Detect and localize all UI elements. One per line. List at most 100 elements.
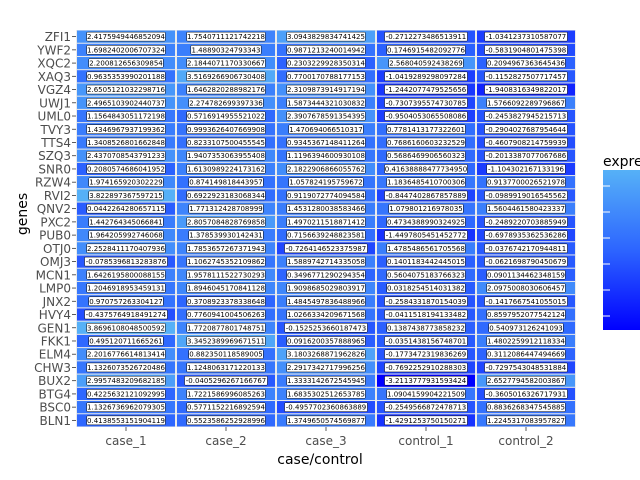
cell-value-box <box>386 243 466 254</box>
cell-value-text: 0.495120711665261 <box>89 337 162 345</box>
y-tick-label: JNX2 <box>42 295 71 309</box>
cell-value-label: 1.079801216978035 <box>388 203 464 214</box>
cell-value-box <box>386 45 466 55</box>
cell-value-label: 1.7540711121742218 <box>186 31 266 42</box>
cell-value-label: 2.4965103902440737 <box>86 98 166 108</box>
cell-value-text: -0.0405296267166767 <box>186 377 266 385</box>
cell-value-label: 1.4970211518871412 <box>286 217 366 227</box>
cell-value-box <box>384 98 468 108</box>
y-tick-label: XAQ3 <box>38 70 71 84</box>
cell-value-label: -0.0989919016545562 <box>484 190 568 201</box>
cell-value-box <box>384 402 468 412</box>
cell-value-box <box>386 323 466 333</box>
cell-value-text: 1.9098685029803917 <box>287 285 365 293</box>
cell-value-label: -1.4291253750150271 <box>384 415 468 426</box>
y-tick-label: CHW3 <box>34 361 71 375</box>
cell-value-text: -0.6978935362536286 <box>486 232 567 240</box>
cell-value-label: 2.568040592438269 <box>388 58 464 68</box>
cell-value-text: 2.1844071170330667 <box>187 60 265 68</box>
cell-value-box <box>286 164 366 174</box>
cell-value-box <box>186 362 266 373</box>
cell-value-box <box>186 217 266 227</box>
cell-value-text: -0.1525253660187473 <box>286 324 366 332</box>
cell-value-text: 0.5686469906560323 <box>387 152 465 160</box>
cell-value-text: 3.0943829834741425 <box>287 33 365 41</box>
cell-value-text: 0.970757263304127 <box>89 298 162 306</box>
cell-value-text: 2.0975008030606457 <box>487 285 565 293</box>
cell-value-label: -0.7307395574730785 <box>384 98 468 108</box>
cell-value-label: 1.5604461580423337 <box>486 203 566 214</box>
cell-value-label: 1.4531280038583466 <box>286 203 366 214</box>
cell-value-label: 1.6130989224173162 <box>186 164 266 174</box>
cell-value-text: 3.8696108048500592 <box>87 324 165 332</box>
cell-value-box <box>86 415 166 426</box>
cell-value-text: 0.7156639248823581 <box>287 232 365 240</box>
cell-value-label: 0.6922923183068344 <box>186 190 266 201</box>
cell-value-label: -0.9504053065508086 <box>384 111 468 121</box>
cell-value-text: 1.2245317083957827 <box>487 417 565 425</box>
cell-value-text: 0.0901134462348159 <box>487 271 565 279</box>
cell-value-label: 0.1387438773858232 <box>386 323 466 333</box>
cell-value-text: 0.7760941004506263 <box>187 311 265 319</box>
cell-value-text: -0.0411518194133482 <box>386 311 466 319</box>
cell-value-label: 2.1822906866055762 <box>286 164 366 174</box>
cell-value-text: 1.079801216978035 <box>389 205 462 213</box>
cell-value-text: 1.470694066510317 <box>289 126 362 134</box>
cell-value-text: 2.2917342717996256 <box>287 364 365 372</box>
cell-value-box <box>86 45 166 55</box>
cell-value-label: 0.3496771290294354 <box>286 270 366 280</box>
cell-value-text: -1.0419289298097284 <box>386 73 467 81</box>
cell-value-label: 1.378539930142431 <box>188 230 264 240</box>
cell-value-label: 1.1564843051172198 <box>86 111 166 121</box>
y-tick-label: VGZ4 <box>38 83 71 97</box>
cell-value-text: 1.378539930142431 <box>189 232 262 240</box>
cell-value-label: 1.6426195800088155 <box>86 270 166 280</box>
cell-value-text: 1.7720877801748751 <box>187 324 265 332</box>
cell-value-label: 0.8836268347545885 <box>486 402 566 412</box>
cell-value-box <box>186 150 266 161</box>
y-axis-title: genes <box>15 193 31 235</box>
cell-value-box <box>188 230 264 240</box>
cell-value-text: 1.5873444321030832 <box>287 99 365 107</box>
cell-value-box <box>190 45 262 55</box>
cell-value-box <box>484 150 568 161</box>
cell-value-label: 3.0943829834741425 <box>286 31 366 42</box>
cell-value-box <box>286 203 366 214</box>
cell-value-label: 0.7156639248823581 <box>286 230 366 240</box>
cell-value-text: 1.6835302512653785 <box>287 390 365 398</box>
y-tick-label: LMP0 <box>39 282 71 296</box>
cell-value-label: -0.8447402867857889 <box>384 190 468 201</box>
cell-value-box <box>286 230 366 240</box>
cell-value-label: -0.2904027687954644 <box>484 124 568 134</box>
cell-value-label: 0.8233107500455545 <box>186 137 266 148</box>
cell-value-box <box>186 309 266 320</box>
cell-value-text: 0.882350118589005 <box>189 351 262 359</box>
cell-value-label: 1.3749650574569877 <box>286 415 366 426</box>
x-tick-label: case_1 <box>105 434 146 448</box>
cell-value-text: -0.8447402867857889 <box>386 192 466 200</box>
cell-value-label: 1.3408526801662848 <box>86 137 166 148</box>
cell-value-text: 0.1746915482092776 <box>387 46 465 54</box>
cell-value-box <box>88 296 164 307</box>
cell-value-text: -0.0785396813283876 <box>86 258 167 266</box>
cell-value-text: -0.2904027687954644 <box>486 126 567 134</box>
y-tick-label: PXC2 <box>40 215 71 229</box>
cell-value-label: 0.2303229928350314 <box>286 58 366 68</box>
cell-value-box <box>384 309 468 320</box>
cell-value-text: 1.7853657267371943 <box>187 245 265 253</box>
y-tick-label: FKK1 <box>41 334 71 348</box>
cell-value-box <box>486 415 566 426</box>
cell-value-text: -0.7692252910288303 <box>386 364 466 372</box>
cell-value-label: 3.3452389969671511 <box>186 336 266 346</box>
cell-value-box <box>86 203 166 214</box>
cell-value-box <box>286 256 366 267</box>
cell-value-label: 1.0266334209671568 <box>286 309 366 320</box>
cell-value-box <box>286 415 366 426</box>
cell-value-text: 2.8057084828769858 <box>187 218 265 226</box>
cell-value-text: 0.41638888477734950 <box>385 165 467 173</box>
cell-value-box <box>186 296 266 307</box>
cell-value-text: 0.8836268347545885 <box>487 404 565 412</box>
cell-value-label: -0.2712273486513911 <box>384 31 468 42</box>
cell-value-label: -1.9408316349822017 <box>484 84 568 95</box>
